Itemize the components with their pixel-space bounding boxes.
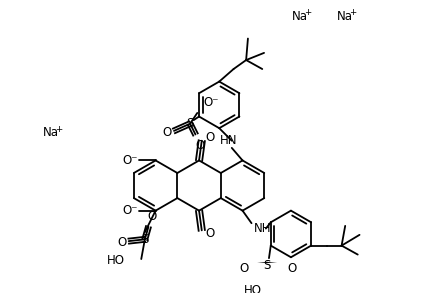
- Text: O: O: [117, 236, 126, 249]
- Text: O⁻: O⁻: [123, 154, 138, 167]
- Text: O: O: [239, 263, 249, 275]
- Text: S: S: [263, 259, 271, 272]
- Text: HO: HO: [107, 254, 125, 267]
- Text: NH: NH: [253, 222, 271, 235]
- Text: O: O: [162, 126, 171, 139]
- Text: O: O: [205, 227, 214, 241]
- Text: O⁻: O⁻: [204, 96, 219, 109]
- Text: O: O: [205, 131, 214, 144]
- Text: Na: Na: [337, 10, 353, 23]
- Text: O: O: [195, 139, 204, 152]
- Text: HN: HN: [220, 134, 237, 147]
- Text: O⁻: O⁻: [123, 204, 138, 217]
- Text: +: +: [349, 8, 356, 17]
- Text: S: S: [187, 117, 194, 130]
- Text: HO: HO: [244, 284, 262, 293]
- Text: +: +: [304, 8, 312, 17]
- Text: S: S: [141, 233, 148, 246]
- Text: O: O: [288, 263, 297, 275]
- Text: +: +: [55, 125, 62, 134]
- Text: O: O: [148, 209, 157, 222]
- Text: Na: Na: [293, 10, 309, 23]
- Text: Na: Na: [43, 126, 59, 139]
